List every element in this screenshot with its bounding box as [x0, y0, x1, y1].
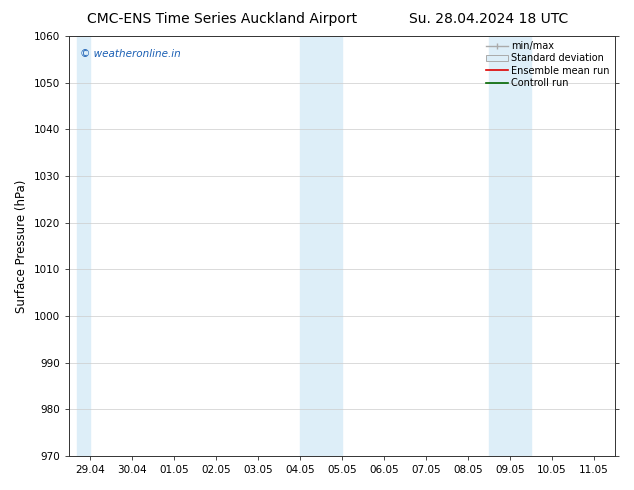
Text: © weatheronline.in: © weatheronline.in — [80, 49, 181, 59]
Bar — [77, 36, 90, 456]
Legend: min/max, Standard deviation, Ensemble mean run, Controll run: min/max, Standard deviation, Ensemble me… — [484, 39, 612, 90]
Text: CMC-ENS Time Series Auckland Airport: CMC-ENS Time Series Auckland Airport — [87, 12, 357, 26]
Y-axis label: Surface Pressure (hPa): Surface Pressure (hPa) — [15, 179, 28, 313]
Bar — [300, 36, 342, 456]
Text: Su. 28.04.2024 18 UTC: Su. 28.04.2024 18 UTC — [408, 12, 568, 26]
Bar — [489, 36, 531, 456]
